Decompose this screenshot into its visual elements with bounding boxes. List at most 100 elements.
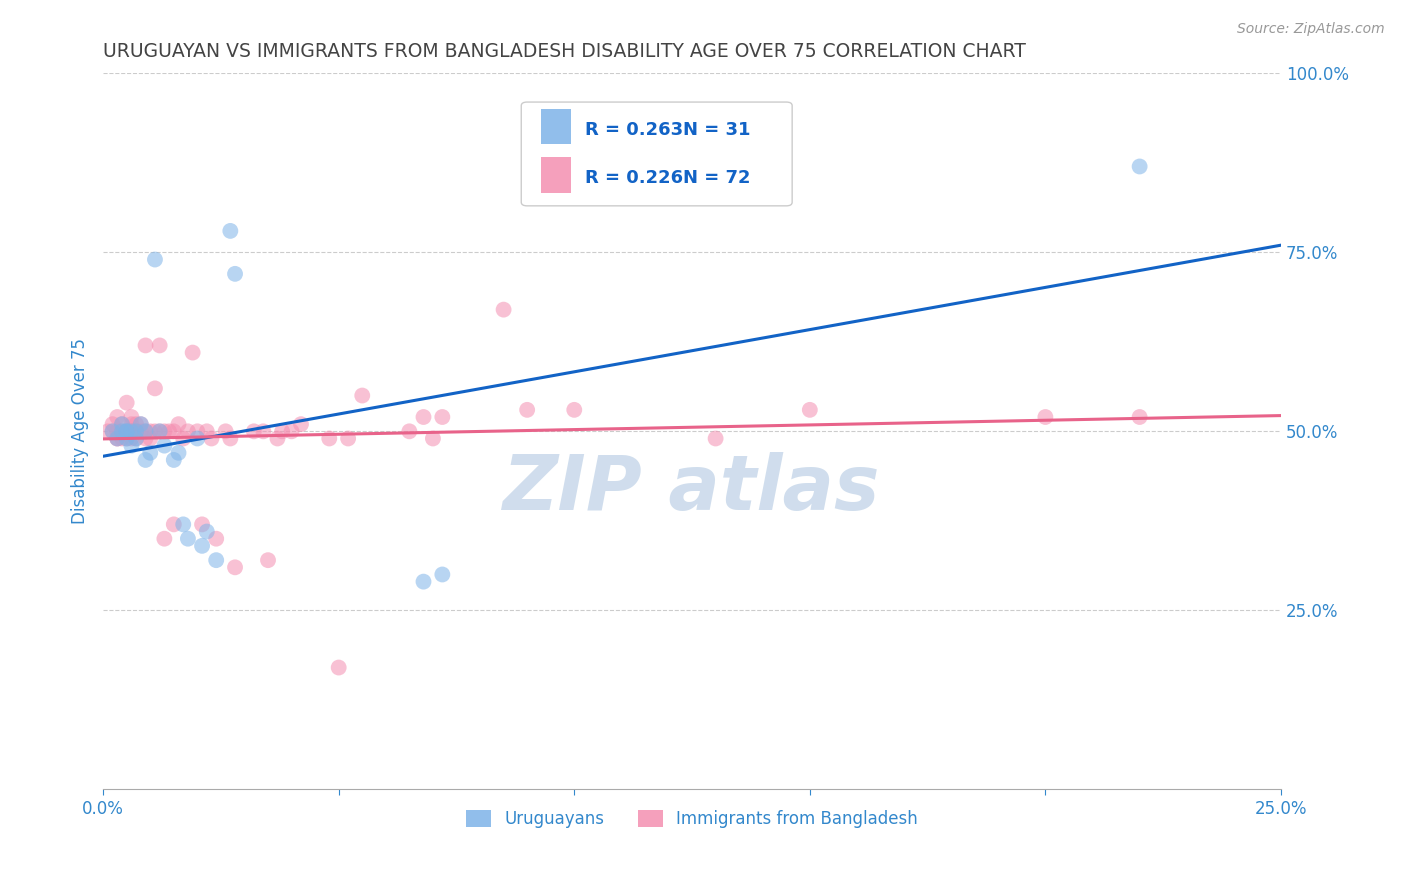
Point <box>398 425 420 439</box>
Point <box>115 432 138 446</box>
Point <box>492 302 515 317</box>
Point <box>105 425 128 439</box>
Point <box>111 425 134 439</box>
Point <box>412 409 434 424</box>
Point <box>186 432 208 446</box>
Point <box>219 432 242 446</box>
Point <box>177 425 200 439</box>
Point <box>318 432 340 446</box>
Text: N = 31: N = 31 <box>683 121 751 139</box>
Point <box>191 539 214 553</box>
Point <box>111 417 134 432</box>
FancyBboxPatch shape <box>522 102 792 206</box>
Text: Source: ZipAtlas.com: Source: ZipAtlas.com <box>1237 22 1385 37</box>
Point <box>1129 160 1152 174</box>
Point <box>149 338 172 352</box>
Point <box>101 417 124 432</box>
FancyBboxPatch shape <box>541 157 571 193</box>
Point <box>271 425 294 439</box>
Point <box>125 425 148 439</box>
Point <box>704 432 727 446</box>
Point <box>195 425 218 439</box>
Point <box>135 425 157 439</box>
Point <box>432 567 454 582</box>
Point <box>111 425 134 439</box>
Point <box>139 432 162 446</box>
Point <box>97 425 120 439</box>
Point <box>120 409 142 424</box>
FancyBboxPatch shape <box>541 109 571 145</box>
Point <box>412 574 434 589</box>
Point <box>181 345 204 359</box>
Point <box>163 425 186 439</box>
Point <box>139 425 162 439</box>
Point <box>115 425 138 439</box>
Point <box>135 432 157 446</box>
Point <box>101 425 124 439</box>
Point <box>105 432 128 446</box>
Point <box>214 425 236 439</box>
Point <box>562 402 585 417</box>
Point <box>266 432 288 446</box>
Point <box>125 425 148 439</box>
Point <box>115 432 138 446</box>
Point <box>115 395 138 409</box>
Point <box>200 432 222 446</box>
Point <box>143 425 166 439</box>
Point <box>153 425 176 439</box>
Point <box>422 432 444 446</box>
Point <box>163 517 186 532</box>
Point <box>153 439 176 453</box>
Point <box>257 553 280 567</box>
Point <box>143 381 166 395</box>
Point <box>125 432 148 446</box>
Point <box>125 417 148 432</box>
Point <box>125 432 148 446</box>
Point <box>115 425 138 439</box>
Point <box>149 425 172 439</box>
Point <box>1035 409 1057 424</box>
Point <box>129 417 152 432</box>
Point <box>195 524 218 539</box>
Point <box>799 402 821 417</box>
Point <box>186 425 208 439</box>
Point <box>516 402 538 417</box>
Point <box>191 517 214 532</box>
Point <box>143 252 166 267</box>
Point <box>111 432 134 446</box>
Point <box>172 432 194 446</box>
Point <box>243 425 266 439</box>
Point <box>139 446 162 460</box>
Text: URUGUAYAN VS IMMIGRANTS FROM BANGLADESH DISABILITY AGE OVER 75 CORRELATION CHART: URUGUAYAN VS IMMIGRANTS FROM BANGLADESH … <box>103 42 1026 61</box>
Point <box>153 532 176 546</box>
Point <box>115 425 138 439</box>
Point <box>172 517 194 532</box>
Point <box>167 446 190 460</box>
Point <box>432 409 454 424</box>
Point <box>129 425 152 439</box>
Text: N = 72: N = 72 <box>683 169 751 187</box>
Point <box>129 417 152 432</box>
Point <box>205 553 228 567</box>
Point <box>120 439 142 453</box>
Point <box>111 417 134 432</box>
Point <box>105 409 128 424</box>
Point <box>280 425 302 439</box>
Point <box>337 432 360 446</box>
Point <box>120 417 142 432</box>
Point <box>163 453 186 467</box>
Text: R = 0.263: R = 0.263 <box>585 121 683 139</box>
Text: ZIP atlas: ZIP atlas <box>503 451 880 525</box>
Point <box>252 425 274 439</box>
Text: R = 0.226: R = 0.226 <box>585 169 683 187</box>
Y-axis label: Disability Age Over 75: Disability Age Over 75 <box>72 338 89 524</box>
Point <box>120 425 142 439</box>
Point <box>135 425 157 439</box>
Point <box>167 417 190 432</box>
Point <box>177 532 200 546</box>
Point <box>205 532 228 546</box>
Point <box>135 453 157 467</box>
Point <box>328 660 350 674</box>
Point <box>290 417 312 432</box>
Legend: Uruguayans, Immigrants from Bangladesh: Uruguayans, Immigrants from Bangladesh <box>460 803 925 835</box>
